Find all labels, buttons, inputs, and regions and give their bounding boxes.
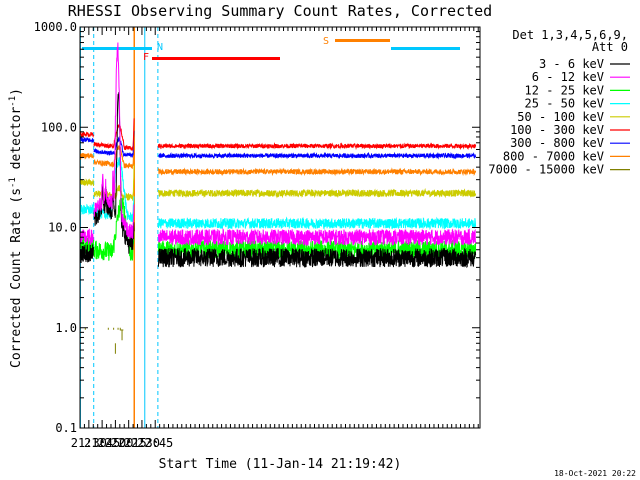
y-tick-label: 100.0 — [41, 120, 77, 134]
plot-frame — [79, 26, 481, 429]
series-trace-5 — [79, 118, 477, 152]
y-tick-label: 0.1 — [55, 421, 77, 435]
chart-title: RHESSI Observing Summary Count Rates, Co… — [68, 2, 492, 20]
tick-layer: 1000.0 100.0 10.0 1.0 0.121:3021:4522:0022:1… — [34, 20, 480, 450]
footer-date: 18-Oct-2021 20:22 — [554, 469, 636, 478]
series-trace-6 — [79, 130, 477, 160]
legend-label: 7000 - 15000 keV — [488, 163, 604, 177]
y-axis-label: Corrected Count Rate (s-1 detector-1) — [8, 88, 24, 368]
flag-label-n: N — [157, 42, 163, 53]
series-trace-7 — [79, 143, 477, 177]
y-tick-label: 10.0 — [48, 221, 77, 235]
x-tick-label: 21:30 — [71, 436, 107, 450]
legend-label: 12 - 25 keV — [525, 83, 604, 97]
legend-label: 100 - 300 keV — [510, 123, 604, 137]
x-axis-label: Start Time (11-Jan-14 21:19:42) — [159, 457, 402, 472]
legend-label: 25 - 50 keV — [525, 97, 604, 111]
legend-label: 3 - 6 keV — [539, 57, 604, 71]
x-tick-label: 22:30 — [124, 436, 160, 450]
series-trace-1 — [79, 42, 477, 247]
flag-label-s: S — [323, 36, 329, 47]
y-tick-label: 1.0 — [55, 321, 77, 335]
legend-header-attenuator: Att 0 — [592, 40, 628, 54]
legend-label: 300 - 800 keV — [510, 136, 604, 150]
x-tick-label: 22:45 — [137, 436, 173, 450]
x-tick-label: 22:15 — [111, 436, 147, 450]
legend-label: 6 - 12 keV — [532, 70, 604, 84]
flag-label-f: F — [143, 52, 149, 63]
legend-label: 800 - 7000 keV — [503, 149, 604, 163]
legend-label: 50 - 100 keV — [517, 110, 604, 124]
data-layer: NF S — [79, 27, 477, 428]
x-tick-label: 22:00 — [97, 436, 133, 450]
y-tick-label: 1000.0 — [34, 20, 77, 34]
legend-header-detectors: Det 1,3,4,5,6,9, — [512, 28, 628, 42]
x-tick-label: 21:45 — [84, 436, 120, 450]
